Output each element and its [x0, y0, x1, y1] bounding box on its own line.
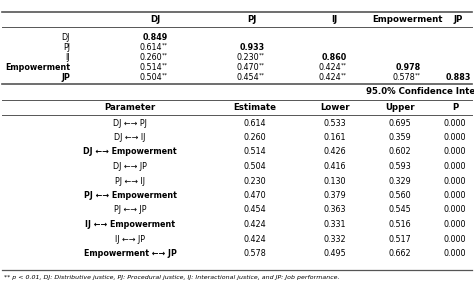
- Text: PJ: PJ: [247, 14, 257, 23]
- Text: 0.230: 0.230: [244, 177, 266, 186]
- Text: 0.883: 0.883: [445, 72, 471, 81]
- Text: JP: JP: [61, 72, 70, 81]
- Text: 0.260: 0.260: [244, 133, 266, 142]
- Text: 0.424: 0.424: [244, 235, 266, 243]
- Text: IJ: IJ: [65, 52, 70, 61]
- Text: **: **: [415, 72, 421, 78]
- Text: 0.130: 0.130: [324, 177, 346, 186]
- Text: 0.978: 0.978: [395, 63, 420, 72]
- Text: 0.470: 0.470: [244, 191, 266, 200]
- Text: 0.933: 0.933: [239, 43, 264, 52]
- Text: PJ ←→ Empowerment: PJ ←→ Empowerment: [83, 191, 176, 200]
- Text: 0.363: 0.363: [324, 206, 346, 215]
- Text: **: **: [259, 52, 265, 58]
- Text: **: **: [162, 72, 168, 78]
- Text: JP: JP: [453, 14, 463, 23]
- Text: 0.426: 0.426: [324, 147, 346, 157]
- Text: 0.416: 0.416: [324, 162, 346, 171]
- Text: 0.470: 0.470: [237, 63, 259, 72]
- Text: 0.000: 0.000: [444, 118, 466, 127]
- Text: 0.533: 0.533: [324, 118, 346, 127]
- Text: **: **: [259, 72, 265, 78]
- Text: **: **: [162, 63, 168, 67]
- Text: P: P: [452, 103, 458, 113]
- Text: Lower: Lower: [320, 103, 350, 113]
- Text: 0.560: 0.560: [389, 191, 411, 200]
- Text: Empowerment: Empowerment: [373, 14, 443, 23]
- Text: 0.260: 0.260: [140, 52, 162, 61]
- Text: 0.602: 0.602: [389, 147, 411, 157]
- Text: 0.424: 0.424: [244, 220, 266, 229]
- Text: 0.424: 0.424: [319, 72, 341, 81]
- Text: 0.000: 0.000: [444, 191, 466, 200]
- Text: DJ ←→ IJ: DJ ←→ IJ: [114, 133, 146, 142]
- Text: 0.000: 0.000: [444, 177, 466, 186]
- Text: 0.695: 0.695: [389, 118, 411, 127]
- Text: 0.514: 0.514: [140, 63, 162, 72]
- Text: DJ ←→ PJ: DJ ←→ PJ: [113, 118, 147, 127]
- Text: 0.000: 0.000: [444, 133, 466, 142]
- Text: 0.379: 0.379: [324, 191, 346, 200]
- Text: 0.593: 0.593: [389, 162, 411, 171]
- Text: 0.504: 0.504: [140, 72, 162, 81]
- Text: 0.000: 0.000: [444, 147, 466, 157]
- Text: 0.329: 0.329: [389, 177, 411, 186]
- Text: 0.849: 0.849: [142, 32, 168, 41]
- Text: IJ: IJ: [331, 14, 337, 23]
- Text: 0.578: 0.578: [244, 249, 266, 258]
- Text: 0.000: 0.000: [444, 249, 466, 258]
- Text: 95.0% Confidence Interval: 95.0% Confidence Interval: [366, 87, 474, 96]
- Text: Upper: Upper: [385, 103, 415, 113]
- Text: 0.614: 0.614: [140, 43, 162, 52]
- Text: **: **: [259, 63, 265, 67]
- Text: IJ ←→ JP: IJ ←→ JP: [115, 235, 145, 243]
- Text: 0.514: 0.514: [244, 147, 266, 157]
- Text: PJ ←→ IJ: PJ ←→ IJ: [115, 177, 145, 186]
- Text: 0.424: 0.424: [319, 63, 341, 72]
- Text: 0.860: 0.860: [321, 52, 346, 61]
- Text: 0.516: 0.516: [389, 220, 411, 229]
- Text: 0.545: 0.545: [389, 206, 411, 215]
- Text: DJ: DJ: [150, 14, 160, 23]
- Text: 0.662: 0.662: [389, 249, 411, 258]
- Text: Parameter: Parameter: [104, 103, 155, 113]
- Text: PJ ←→ JP: PJ ←→ JP: [114, 206, 146, 215]
- Text: DJ: DJ: [62, 32, 70, 41]
- Text: 0.454: 0.454: [237, 72, 259, 81]
- Text: DJ ←→ Empowerment: DJ ←→ Empowerment: [83, 147, 177, 157]
- Text: Empowerment: Empowerment: [5, 63, 70, 72]
- Text: 0.359: 0.359: [389, 133, 411, 142]
- Text: **: **: [341, 72, 347, 78]
- Text: 0.161: 0.161: [324, 133, 346, 142]
- Text: 0.517: 0.517: [389, 235, 411, 243]
- Text: 0.454: 0.454: [244, 206, 266, 215]
- Text: 0.000: 0.000: [444, 162, 466, 171]
- Text: ** p < 0.01, DJ: Distributive justice, PJ: Procedural justice, IJ: Interactional: ** p < 0.01, DJ: Distributive justice, P…: [4, 274, 339, 279]
- Text: PJ: PJ: [63, 43, 70, 52]
- Text: 0.578: 0.578: [392, 72, 415, 81]
- Text: 0.230: 0.230: [237, 52, 259, 61]
- Text: 0.000: 0.000: [444, 206, 466, 215]
- Text: **: **: [162, 43, 168, 47]
- Text: IJ ←→ Empowerment: IJ ←→ Empowerment: [85, 220, 175, 229]
- Text: 0.614: 0.614: [244, 118, 266, 127]
- Text: **: **: [341, 63, 347, 67]
- Text: 0.000: 0.000: [444, 235, 466, 243]
- Text: Estimate: Estimate: [234, 103, 276, 113]
- Text: 0.495: 0.495: [324, 249, 346, 258]
- Text: DJ ←→ JP: DJ ←→ JP: [113, 162, 147, 171]
- Text: 0.332: 0.332: [324, 235, 346, 243]
- Text: **: **: [162, 52, 168, 58]
- Text: 0.000: 0.000: [444, 220, 466, 229]
- Text: 0.331: 0.331: [324, 220, 346, 229]
- Text: Empowerment ←→ JP: Empowerment ←→ JP: [83, 249, 176, 258]
- Text: 0.504: 0.504: [244, 162, 266, 171]
